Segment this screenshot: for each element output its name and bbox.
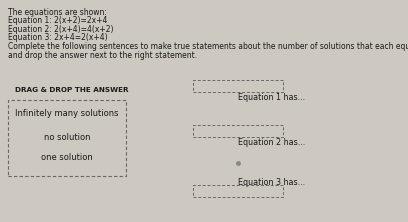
Text: Equation 2: 2(x+4)=4(x+2): Equation 2: 2(x+4)=4(x+2) <box>8 25 113 34</box>
Text: Equation 3: 2x+4=2(x+4): Equation 3: 2x+4=2(x+4) <box>8 34 108 42</box>
Text: Equation 2 has...: Equation 2 has... <box>238 138 305 147</box>
Text: Infinitely many solutions: Infinitely many solutions <box>15 109 119 119</box>
Text: The equations are shown:: The equations are shown: <box>8 8 107 17</box>
Text: Equation 3 has...: Equation 3 has... <box>238 178 305 187</box>
Text: one solution: one solution <box>41 153 93 163</box>
Bar <box>193 185 283 197</box>
Bar <box>193 125 283 137</box>
Text: Equation 1 has...: Equation 1 has... <box>238 93 305 102</box>
Text: DRAG & DROP THE ANSWER: DRAG & DROP THE ANSWER <box>15 87 129 93</box>
Text: no solution: no solution <box>44 133 90 143</box>
Text: and drop the answer next to the right statement.: and drop the answer next to the right st… <box>8 50 197 59</box>
Bar <box>193 80 283 92</box>
Text: Equation 1: 2(x+2)=2x+4: Equation 1: 2(x+2)=2x+4 <box>8 16 107 26</box>
Bar <box>8 100 126 176</box>
Text: Complete the following sentences to make true statements about the number of sol: Complete the following sentences to make… <box>8 42 408 51</box>
